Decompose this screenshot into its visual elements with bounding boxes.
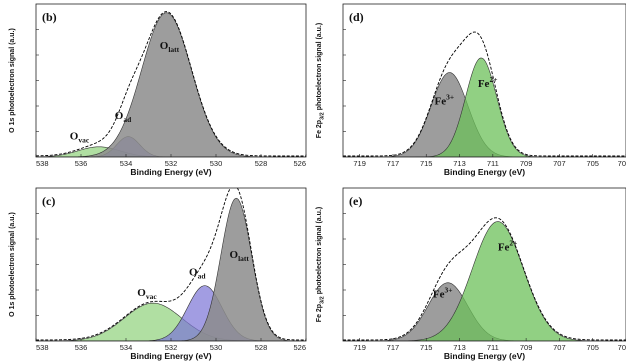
panel-label: (b) <box>42 10 57 24</box>
x-tick-label: 705 <box>586 159 599 168</box>
x-tick-label: 711 <box>487 343 499 352</box>
x-axis-label: Binding Energy (eV) <box>444 351 525 361</box>
envelope-fit-line <box>36 188 306 341</box>
x-tick-label: 715 <box>420 343 433 352</box>
annotation-o-latt: Olatt <box>160 40 180 54</box>
x-tick-label: 707 <box>553 343 566 352</box>
annotation-o-ad: Oad <box>189 266 206 280</box>
x-tick-label: 713 <box>453 343 466 352</box>
x-tick-label: 70 <box>618 343 626 352</box>
panel-label: (e) <box>349 194 362 208</box>
x-tick-label: 536 <box>75 343 88 352</box>
panel-e: 719 717 715 713 711 709 707 705 70 Binding Energy… <box>316 187 626 361</box>
annotation-fe-3plus: Fe3+ <box>435 93 455 108</box>
x-tick-label: 530 <box>210 159 223 168</box>
x-tick-label: 532 <box>165 159 178 168</box>
x-tick-label: 538 <box>36 159 49 168</box>
x-tick-label: 707 <box>553 159 566 168</box>
x-axis-label: Binding Energy (eV) <box>444 167 525 177</box>
x-axis-label: Binding Energy (eV) <box>130 167 211 177</box>
x-tick-label: 705 <box>586 343 599 352</box>
panel-c: 538 536 534 532 530 528 526 Binding Energy (eV)… <box>9 187 307 361</box>
panel-b: 538 536 534 532 530 528 526 Binding Energy (eV)… <box>9 3 307 177</box>
envelope-fit-line <box>343 217 626 341</box>
peak-fe-2plus <box>343 57 626 157</box>
annotation-o-latt: Olatt <box>230 249 250 263</box>
x-tick-label: 528 <box>255 343 268 352</box>
panel-d: 719 717 715 713 711 709 707 705 70 Binding Energy… <box>316 3 626 177</box>
y-axis-label: O 1s photoelectron signal (a.u.) <box>9 212 16 317</box>
x-tick-label: 711 <box>487 159 499 168</box>
panel-label: (d) <box>349 10 364 24</box>
x-tick-label: 536 <box>75 159 88 168</box>
annotation-fe-2plus: Fe2+ <box>498 239 518 254</box>
x-tick-label: 530 <box>210 343 223 352</box>
x-tick-label: 534 <box>120 159 133 168</box>
annotation-o-vac: Ovac <box>70 131 90 145</box>
y-axis-label: Fe 2p3/2 photoelectron signal (a.u.) <box>316 23 326 138</box>
x-tick-label: 713 <box>453 159 466 168</box>
x-tick-label: 526 <box>293 159 306 168</box>
x-tick-label: 528 <box>255 159 268 168</box>
y-axis-label: Fe 2p3/2 photoelectron signal (a.u.) <box>316 207 326 322</box>
panel-label: (c) <box>42 194 55 208</box>
x-tick-label: 717 <box>387 343 400 352</box>
envelope-fit-line <box>343 31 626 157</box>
x-tick-label: 719 <box>353 343 366 352</box>
annotation-fe-2plus: Fe2+ <box>478 75 498 90</box>
x-tick-label: 534 <box>120 343 133 352</box>
x-tick-label: 717 <box>387 159 400 168</box>
annotation-fe-3plus: Fe3+ <box>433 285 453 300</box>
y-axis-label: O 1s photoelectron signal (a.u.) <box>9 28 16 133</box>
annotation-o-vac: Ovac <box>137 287 157 301</box>
x-tick-label: 719 <box>353 159 366 168</box>
x-tick-label: 538 <box>36 343 49 352</box>
x-tick-label: 715 <box>420 159 433 168</box>
x-tick-label: 70 <box>618 159 626 168</box>
x-axis-label: Binding Energy (eV) <box>130 351 211 361</box>
x-tick-label: 532 <box>165 343 178 352</box>
x-tick-label: 709 <box>520 159 533 168</box>
annotation-o-ad: Oad <box>115 110 132 124</box>
x-tick-label: 526 <box>293 343 306 352</box>
x-tick-label: 709 <box>520 343 533 352</box>
